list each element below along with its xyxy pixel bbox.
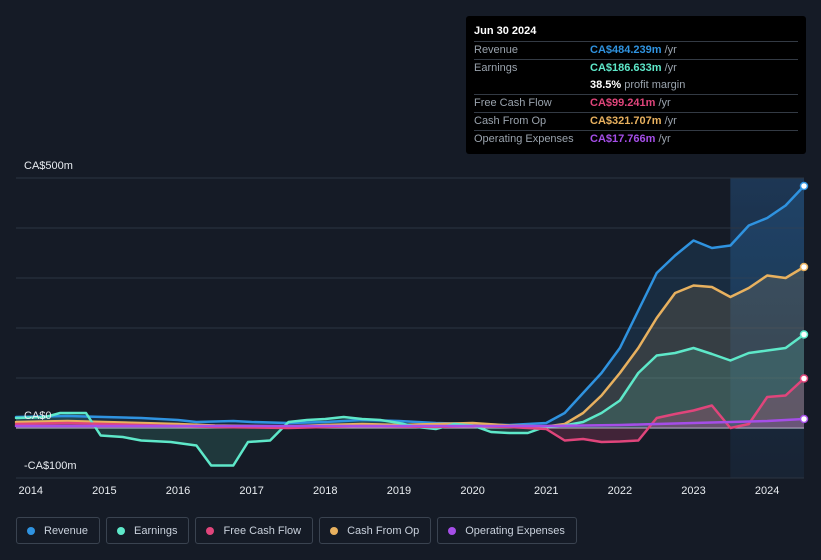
tooltip-row-revenue: Revenue CA$484.239m /yr: [474, 41, 798, 59]
earnings-end-point: [799, 330, 809, 339]
tooltip-row-margin: 38.5% profit margin: [474, 77, 798, 94]
tooltip-value: CA$484.239m: [590, 44, 662, 56]
legend-label: Earnings: [134, 524, 178, 537]
revenue-line: [14, 184, 806, 427]
x-tick-label: 2023: [681, 485, 706, 497]
tooltip-row-cfo: Cash From Op CA$321.707m /yr: [474, 112, 798, 130]
tooltip-label: Free Cash Flow: [474, 97, 552, 109]
tooltip-value: CA$321.707m: [590, 115, 662, 127]
tooltip-label: Earnings: [474, 62, 518, 74]
legend-label: Free Cash Flow: [223, 524, 302, 537]
y-label-zero: CA$0: [24, 410, 52, 422]
tooltip-row-opex: Operating Expenses CA$17.766m /yr: [474, 130, 798, 148]
legend-revenue[interactable]: Revenue: [16, 517, 101, 544]
x-tick-label: 2024: [754, 485, 780, 497]
legend: Revenue Earnings Free Cash Flow Cash Fro…: [16, 517, 577, 544]
legend-earnings[interactable]: Earnings: [106, 517, 190, 544]
operating-expenses-line: [14, 417, 806, 428]
tooltip: Jun 30 2024 Revenue CA$484.239m /yr Earn…: [466, 16, 806, 154]
y-label-bottom: -CA$100m: [24, 460, 77, 472]
earnings-area: [16, 334, 804, 466]
profit-margin-value: 38.5%: [590, 79, 622, 91]
legend-label: Cash From Op: [347, 524, 420, 537]
tooltip-label: Operating Expenses: [474, 133, 574, 145]
tooltip-unit: /yr: [664, 44, 677, 56]
legend-free-cash-flow[interactable]: Free Cash Flow: [195, 517, 314, 544]
tooltip-value: CA$186.633m: [590, 62, 662, 74]
legend-dot-icon: [330, 526, 339, 535]
cash-from-op-end-point: [799, 262, 809, 272]
operating-expenses-end-point: [799, 414, 809, 424]
x-tick-label: 2022: [607, 485, 633, 497]
x-tick-label: 2017: [239, 485, 264, 497]
profit-margin-label: profit margin: [624, 79, 686, 91]
tooltip-value: CA$17.766m: [590, 133, 656, 145]
x-tick-label: 2015: [92, 485, 117, 497]
x-tick-label: 2014: [18, 485, 43, 497]
x-tick-label: 2020: [460, 485, 485, 497]
tooltip-unit: /yr: [658, 133, 671, 145]
tooltip-unit: /yr: [664, 62, 677, 74]
revenue-end-point: [799, 181, 809, 191]
tooltip-label: Revenue: [474, 44, 519, 56]
tooltip-unit: /yr: [664, 115, 677, 127]
y-label-top: CA$500m: [24, 160, 73, 172]
x-tick-label: 2016: [165, 485, 191, 497]
tooltip-row-earnings: Earnings CA$186.633m /yr: [474, 59, 798, 77]
cash-from-op-area: [16, 267, 804, 428]
legend-cash-from-op[interactable]: Cash From Op: [319, 517, 432, 544]
legend-label: Revenue: [44, 524, 89, 537]
legend-operating-expenses[interactable]: Operating Expenses: [437, 517, 577, 544]
legend-label: Operating Expenses: [465, 524, 565, 537]
legend-dot-icon: [448, 526, 457, 535]
tooltip-label: Cash From Op: [474, 115, 547, 127]
tooltip-unit: /yr: [658, 97, 671, 109]
legend-dot-icon: [206, 526, 215, 535]
legend-dot-icon: [27, 526, 35, 535]
tooltip-value: CA$99.241m: [590, 97, 656, 109]
tooltip-date: Jun 30 2024: [474, 25, 537, 37]
legend-dot-icon: [117, 526, 126, 535]
x-tick-label: 2021: [533, 485, 559, 497]
x-tick-label: 2019: [386, 485, 412, 497]
tooltip-row-fcf: Free Cash Flow CA$99.241m /yr: [474, 94, 798, 112]
x-tick-label: 2018: [313, 485, 338, 497]
free-cash-flow-end-point: [799, 374, 809, 383]
